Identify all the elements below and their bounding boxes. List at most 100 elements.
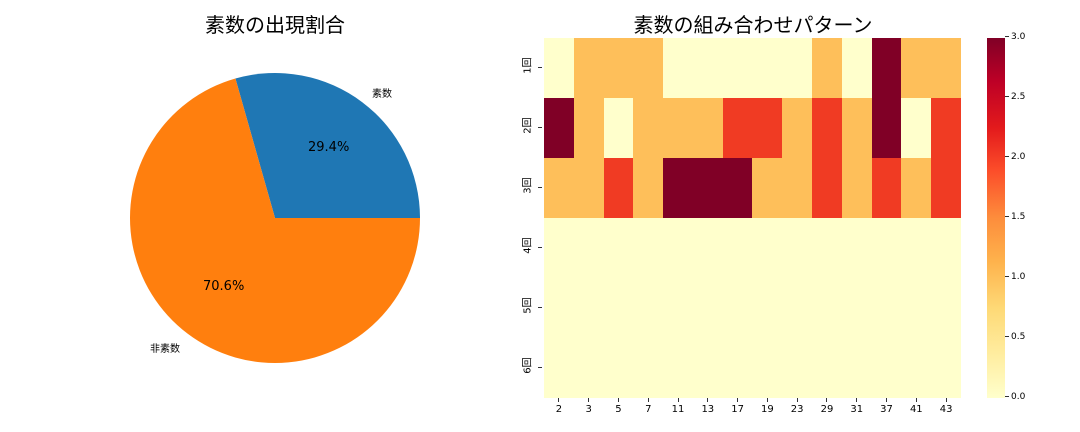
heatmap-cell [812, 98, 842, 158]
heatmap-cell [633, 38, 664, 98]
heatmap-cell [782, 278, 813, 338]
heatmap-cell [752, 338, 783, 398]
heatmap-cell [782, 158, 813, 218]
tick-mark [1005, 96, 1009, 97]
colorbar-tick-label: 0.0 [1011, 392, 1026, 402]
y-tick: 1回 [522, 57, 542, 78]
x-tick-label: 5 [615, 404, 622, 415]
heatmap-cell [752, 98, 783, 158]
tick-mark [1005, 156, 1009, 157]
x-tick: 3 [574, 398, 604, 415]
pie-chart [129, 73, 420, 364]
colorbar-tick: 2.5 [1005, 92, 1025, 104]
heatmap-cell [722, 38, 753, 98]
heatmap-cell [603, 158, 634, 218]
x-tick: 41 [901, 398, 931, 415]
heatmap-cell [544, 338, 574, 398]
y-tick-label: 5回 [522, 297, 534, 314]
x-tick-label: 13 [701, 404, 715, 415]
colorbar-tick-label: 3.0 [1011, 32, 1026, 42]
heatmap-cell [841, 38, 872, 98]
x-tick: 23 [782, 398, 812, 415]
pie-pct-nonprime: 70.6% [203, 279, 245, 294]
heatmap-cell [812, 278, 842, 338]
x-tick: 43 [931, 398, 961, 415]
x-tick: 37 [872, 398, 902, 415]
heatmap-cell [901, 158, 932, 218]
pie-slice-prime [235, 73, 420, 218]
heatmap-cell [782, 338, 813, 398]
tick-mark [538, 307, 542, 308]
x-tick-label: 3 [585, 404, 592, 415]
heatmap-cell [752, 38, 783, 98]
heatmap-cell [692, 158, 723, 218]
heatmap-cell [603, 38, 634, 98]
colorbar-tick-label: 1.0 [1011, 272, 1026, 282]
pie-title: 素数の出現割合 [205, 13, 345, 37]
colorbar-tick: 1.0 [1005, 272, 1025, 284]
y-tick-label: 4回 [522, 237, 534, 254]
colorbar-tick: 0.5 [1005, 332, 1025, 344]
heatmap-cell [603, 98, 634, 158]
x-tick: 29 [812, 398, 842, 415]
heatmap-cell [663, 218, 693, 278]
tick-mark [1005, 36, 1009, 37]
heatmap-cell [573, 338, 604, 398]
tick-mark [1005, 216, 1009, 217]
x-tick: 17 [723, 398, 753, 415]
heatmap-cell [692, 338, 723, 398]
heatmap-cell [722, 158, 753, 218]
heatmap-cell [603, 278, 634, 338]
heatmap-cell [931, 338, 961, 398]
heatmap-cell [871, 338, 902, 398]
colorbar-tick-label: 1.5 [1011, 212, 1026, 222]
heatmap-cell [812, 218, 842, 278]
heatmap-cell [603, 338, 634, 398]
heatmap-cell [841, 218, 872, 278]
y-tick-label: 3回 [522, 177, 534, 194]
heatmap-cell [901, 338, 932, 398]
colorbar-tick-label: 2.5 [1011, 92, 1026, 102]
heatmap-cell [692, 218, 723, 278]
heatmap-grid [544, 38, 961, 398]
y-tick: 6回 [522, 357, 542, 378]
tick-mark [558, 398, 560, 402]
heatmap-cell [633, 158, 664, 218]
heatmap-cell [663, 278, 693, 338]
heatmap-cell [812, 338, 842, 398]
heatmap-row [544, 158, 961, 218]
heatmap-cell [812, 158, 842, 218]
x-tick: 19 [752, 398, 782, 415]
x-tick-label: 23 [790, 404, 804, 415]
heatmap-cell [782, 38, 813, 98]
tick-mark [796, 398, 798, 402]
heatmap-cell [692, 38, 723, 98]
heatmap-cell [931, 98, 961, 158]
heatmap-cell [871, 218, 902, 278]
x-tick-label: 37 [880, 404, 893, 415]
heatmap-cell [544, 278, 574, 338]
y-tick: 3回 [522, 177, 542, 198]
tick-mark [538, 367, 542, 368]
heatmap-cell [901, 278, 932, 338]
heatmap-cell [782, 218, 813, 278]
heatmap-cell [931, 38, 961, 98]
heatmap-cell [841, 338, 872, 398]
x-tick-label: 7 [645, 404, 652, 415]
tick-mark [826, 398, 828, 402]
colorbar-tick-label: 2.0 [1011, 152, 1026, 162]
y-tick-label: 2回 [522, 117, 534, 134]
tick-mark [617, 398, 619, 402]
heatmap-cell [752, 218, 783, 278]
heatmap-cell [573, 278, 604, 338]
heatmap-title: 素数の組み合わせパターン [633, 13, 873, 37]
tick-mark [1005, 396, 1009, 397]
y-tick: 4回 [522, 237, 542, 258]
x-tick: 7 [633, 398, 663, 415]
x-tick-label: 43 [939, 404, 953, 415]
y-tick-label: 1回 [522, 57, 534, 74]
heatmap-row [544, 38, 961, 98]
heatmap-row [544, 278, 961, 338]
y-tick-label: 6回 [522, 357, 534, 374]
heatmap-cell [544, 218, 574, 278]
